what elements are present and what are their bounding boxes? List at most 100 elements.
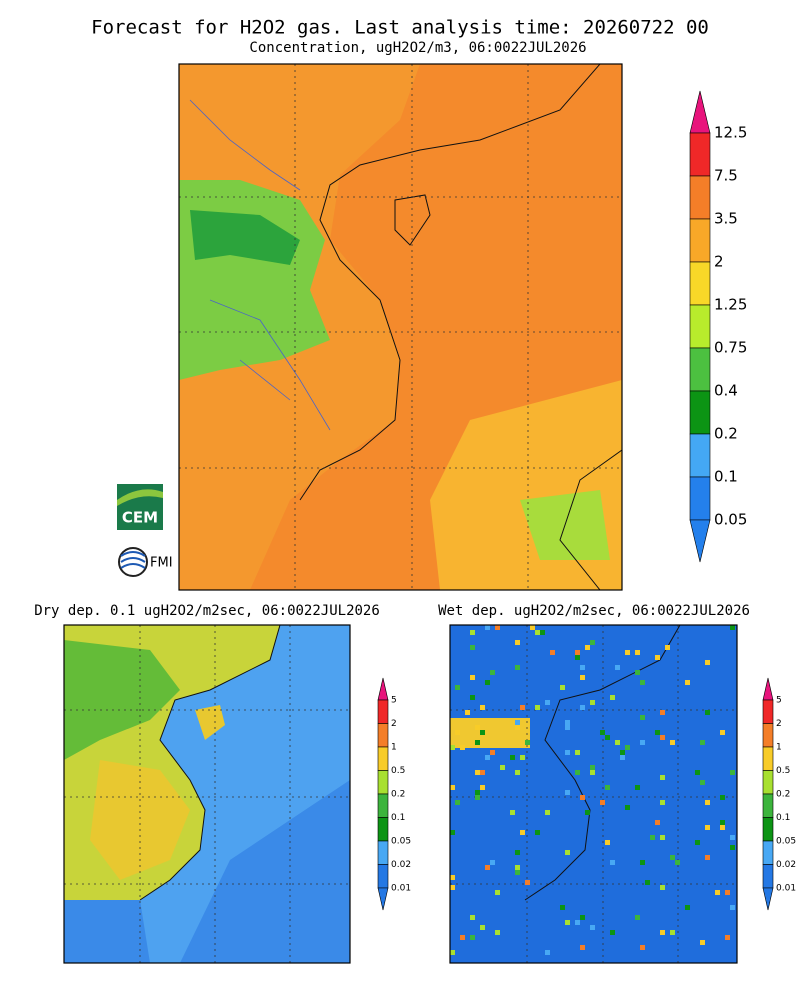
deposition-cell [545, 810, 550, 815]
deposition-cell [585, 810, 590, 815]
deposition-cell [575, 655, 580, 660]
colorbar-label: 1.25 [714, 296, 747, 314]
deposition-cell [565, 790, 570, 795]
colorbar-label: 12.5 [714, 124, 747, 142]
deposition-cell [455, 800, 460, 805]
colorbar-label: 5 [391, 696, 397, 706]
colorbar-segment [377, 746, 389, 771]
deposition-cell [470, 915, 475, 920]
deposition-cell [540, 630, 545, 635]
coastline [299, 64, 601, 501]
colorbar-segment [689, 476, 711, 521]
deposition-cell [515, 720, 520, 725]
colorbar-segment [762, 746, 774, 771]
deposition-cell [660, 800, 665, 805]
deposition-cell [485, 755, 490, 760]
island [394, 194, 431, 246]
colorbar-label: 0.2 [391, 790, 405, 800]
deposition-cell [550, 650, 555, 655]
yellow-area [90, 760, 190, 880]
deposition-cell [695, 840, 700, 845]
deposition-cell [650, 835, 655, 840]
deposition-cell [470, 675, 475, 680]
deposition-cell [450, 785, 455, 790]
colorbar-label: 0.1 [776, 813, 790, 823]
deposition-cell [725, 935, 730, 940]
deposition-cell [600, 800, 605, 805]
colorbar-segment [762, 864, 774, 889]
deposition-cell [590, 770, 595, 775]
deposition-cell [660, 885, 665, 890]
deposition-cell [510, 810, 515, 815]
map-background [450, 625, 737, 963]
deposition-cell [655, 730, 660, 735]
deposition-cell [560, 905, 565, 910]
deposition-cell [475, 725, 480, 730]
colorbar-label: 0.01 [776, 884, 796, 894]
colorbar-label: 2 [391, 719, 397, 729]
colorbar-arrow [762, 887, 774, 911]
deposition-cell [480, 925, 485, 930]
colorbar-label: 0.2 [714, 425, 738, 443]
deposition-cell [520, 755, 525, 760]
colorbar-label: 0.2 [776, 790, 790, 800]
deposition-cell [535, 630, 540, 635]
deposition-cell [470, 645, 475, 650]
map-title: Wet dep. ugH2O2/m2sec, 06:0022JUL2026 [438, 603, 750, 619]
fmi-logo [118, 547, 148, 577]
colorbar-segment [762, 699, 774, 724]
deposition-cell [500, 765, 505, 770]
deposition-cell [480, 705, 485, 710]
deposition-cell [490, 860, 495, 865]
deposition-cell [730, 905, 735, 910]
colorbar-label: 0.05 [776, 837, 796, 847]
subtitle: Concentration, ugH2O2/m3, 06:0022JUL2026 [249, 40, 586, 56]
deposition-cell [715, 890, 720, 895]
deposition-cell [700, 940, 705, 945]
deposition-cell [535, 830, 540, 835]
deposition-cell [515, 770, 520, 775]
island [195, 705, 225, 740]
deposition-cell [580, 675, 585, 680]
deposition-cell [495, 625, 500, 630]
colorbar-segment [689, 261, 711, 306]
river [189, 99, 331, 431]
colorbar-label: 0.02 [776, 860, 796, 870]
deposition-cell [605, 785, 610, 790]
colorbar-label: 1 [391, 743, 397, 753]
deposition-cell [470, 935, 475, 940]
deposition-cell [695, 770, 700, 775]
deposition-cell [450, 745, 455, 750]
green-area [64, 640, 180, 760]
deposition-cell [655, 655, 660, 660]
deposition-cell [580, 945, 585, 950]
deposition-cell [635, 650, 640, 655]
colorbar-label: 1 [776, 743, 782, 753]
colorbar-segment [377, 817, 389, 842]
coastline [139, 625, 281, 901]
deposition-cell [530, 625, 535, 630]
deposition-cell [545, 950, 550, 955]
deposition-cell [575, 750, 580, 755]
deposition-cell [620, 755, 625, 760]
deposition-cell [535, 705, 540, 710]
colorbar-label: 2 [776, 719, 782, 729]
title: Forecast for H2O2 gas. Last analysis tim… [91, 17, 709, 39]
colorbar-label: 0.05 [714, 511, 747, 529]
main-map [179, 64, 622, 590]
fmi-logo-waves [120, 551, 146, 569]
colorbar-segment [377, 793, 389, 818]
deposition-cell [560, 685, 565, 690]
deposition-cell [480, 770, 485, 775]
sea-deep [180, 780, 350, 963]
deposition-cell [450, 885, 455, 890]
colorbar-label: 0.1 [391, 813, 405, 823]
deposition-cell [675, 860, 680, 865]
colorbar-segment [689, 347, 711, 392]
deposition-cell [525, 740, 530, 745]
deposition-cell [610, 695, 615, 700]
colorbar-segment [762, 817, 774, 842]
deposition-cell [515, 665, 520, 670]
deposition-cell [520, 705, 525, 710]
coastline [559, 449, 622, 590]
